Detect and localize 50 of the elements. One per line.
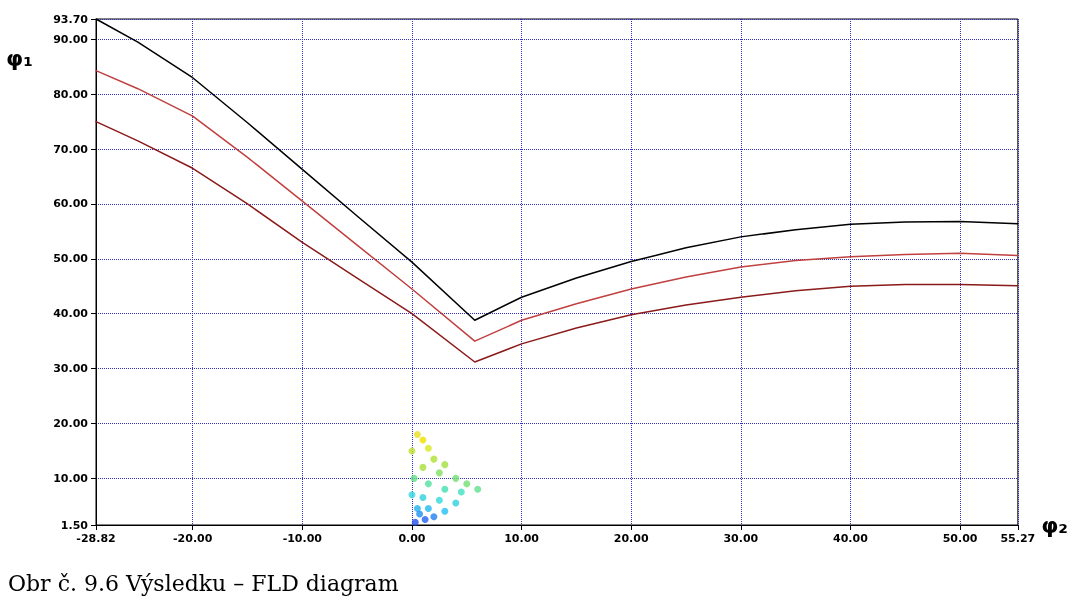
point bbox=[410, 474, 418, 482]
y-tick-label: 10.00 bbox=[53, 471, 89, 485]
point bbox=[452, 474, 460, 482]
point bbox=[413, 505, 421, 513]
x-tick-label: 0.00 bbox=[398, 532, 426, 545]
y-tick-label: 30.00 bbox=[53, 362, 89, 376]
line-series bbox=[95, 69, 1019, 342]
y-tick-label: 80.00 bbox=[53, 87, 89, 101]
y-tick-label: 93.70 bbox=[53, 12, 89, 26]
y-tick-label: 60.00 bbox=[53, 197, 89, 211]
point bbox=[474, 485, 482, 493]
point bbox=[441, 461, 449, 469]
y-tick-label: 40.00 bbox=[53, 307, 89, 321]
y-tick-label: 50.00 bbox=[53, 252, 89, 266]
point bbox=[424, 480, 432, 488]
y-tick-label: 70.00 bbox=[53, 142, 89, 156]
y-axis-title: φ₁ bbox=[6, 45, 33, 71]
text: Obr č. 9.6 Výsledku – FLD diagram bbox=[8, 570, 399, 596]
point bbox=[413, 430, 421, 438]
point bbox=[421, 516, 429, 524]
x-tick-label: 55.27 bbox=[1000, 532, 1036, 545]
point bbox=[411, 518, 419, 526]
point bbox=[435, 469, 443, 477]
y-tick-label: 90.00 bbox=[53, 32, 89, 46]
y-tick-label: 1.50 bbox=[60, 518, 89, 532]
x-tick-label: 30.00 bbox=[723, 532, 759, 545]
point bbox=[419, 494, 427, 502]
point bbox=[441, 485, 449, 493]
point bbox=[435, 496, 443, 504]
x-tick-label: -10.00 bbox=[282, 532, 323, 545]
line-series bbox=[95, 120, 1019, 363]
x-tick-label: 10.00 bbox=[504, 532, 540, 545]
x-tick-label: 20.00 bbox=[613, 532, 649, 545]
point bbox=[430, 455, 438, 463]
x-tick-label: -20.00 bbox=[173, 532, 213, 545]
point bbox=[419, 463, 427, 471]
point bbox=[463, 480, 471, 488]
point bbox=[424, 444, 432, 452]
point bbox=[416, 510, 424, 518]
x-axis-title: φ₂ bbox=[1041, 512, 1069, 538]
x-tick-label: 50.00 bbox=[942, 532, 978, 545]
y-tick-label: 20.00 bbox=[53, 416, 89, 430]
point bbox=[424, 505, 432, 513]
point bbox=[408, 491, 416, 499]
point bbox=[452, 499, 460, 507]
point bbox=[441, 507, 449, 515]
point bbox=[430, 513, 438, 521]
point bbox=[457, 488, 465, 496]
x-tick-label: -28.82 bbox=[76, 532, 116, 545]
x-tick-label: 40.00 bbox=[833, 532, 869, 545]
